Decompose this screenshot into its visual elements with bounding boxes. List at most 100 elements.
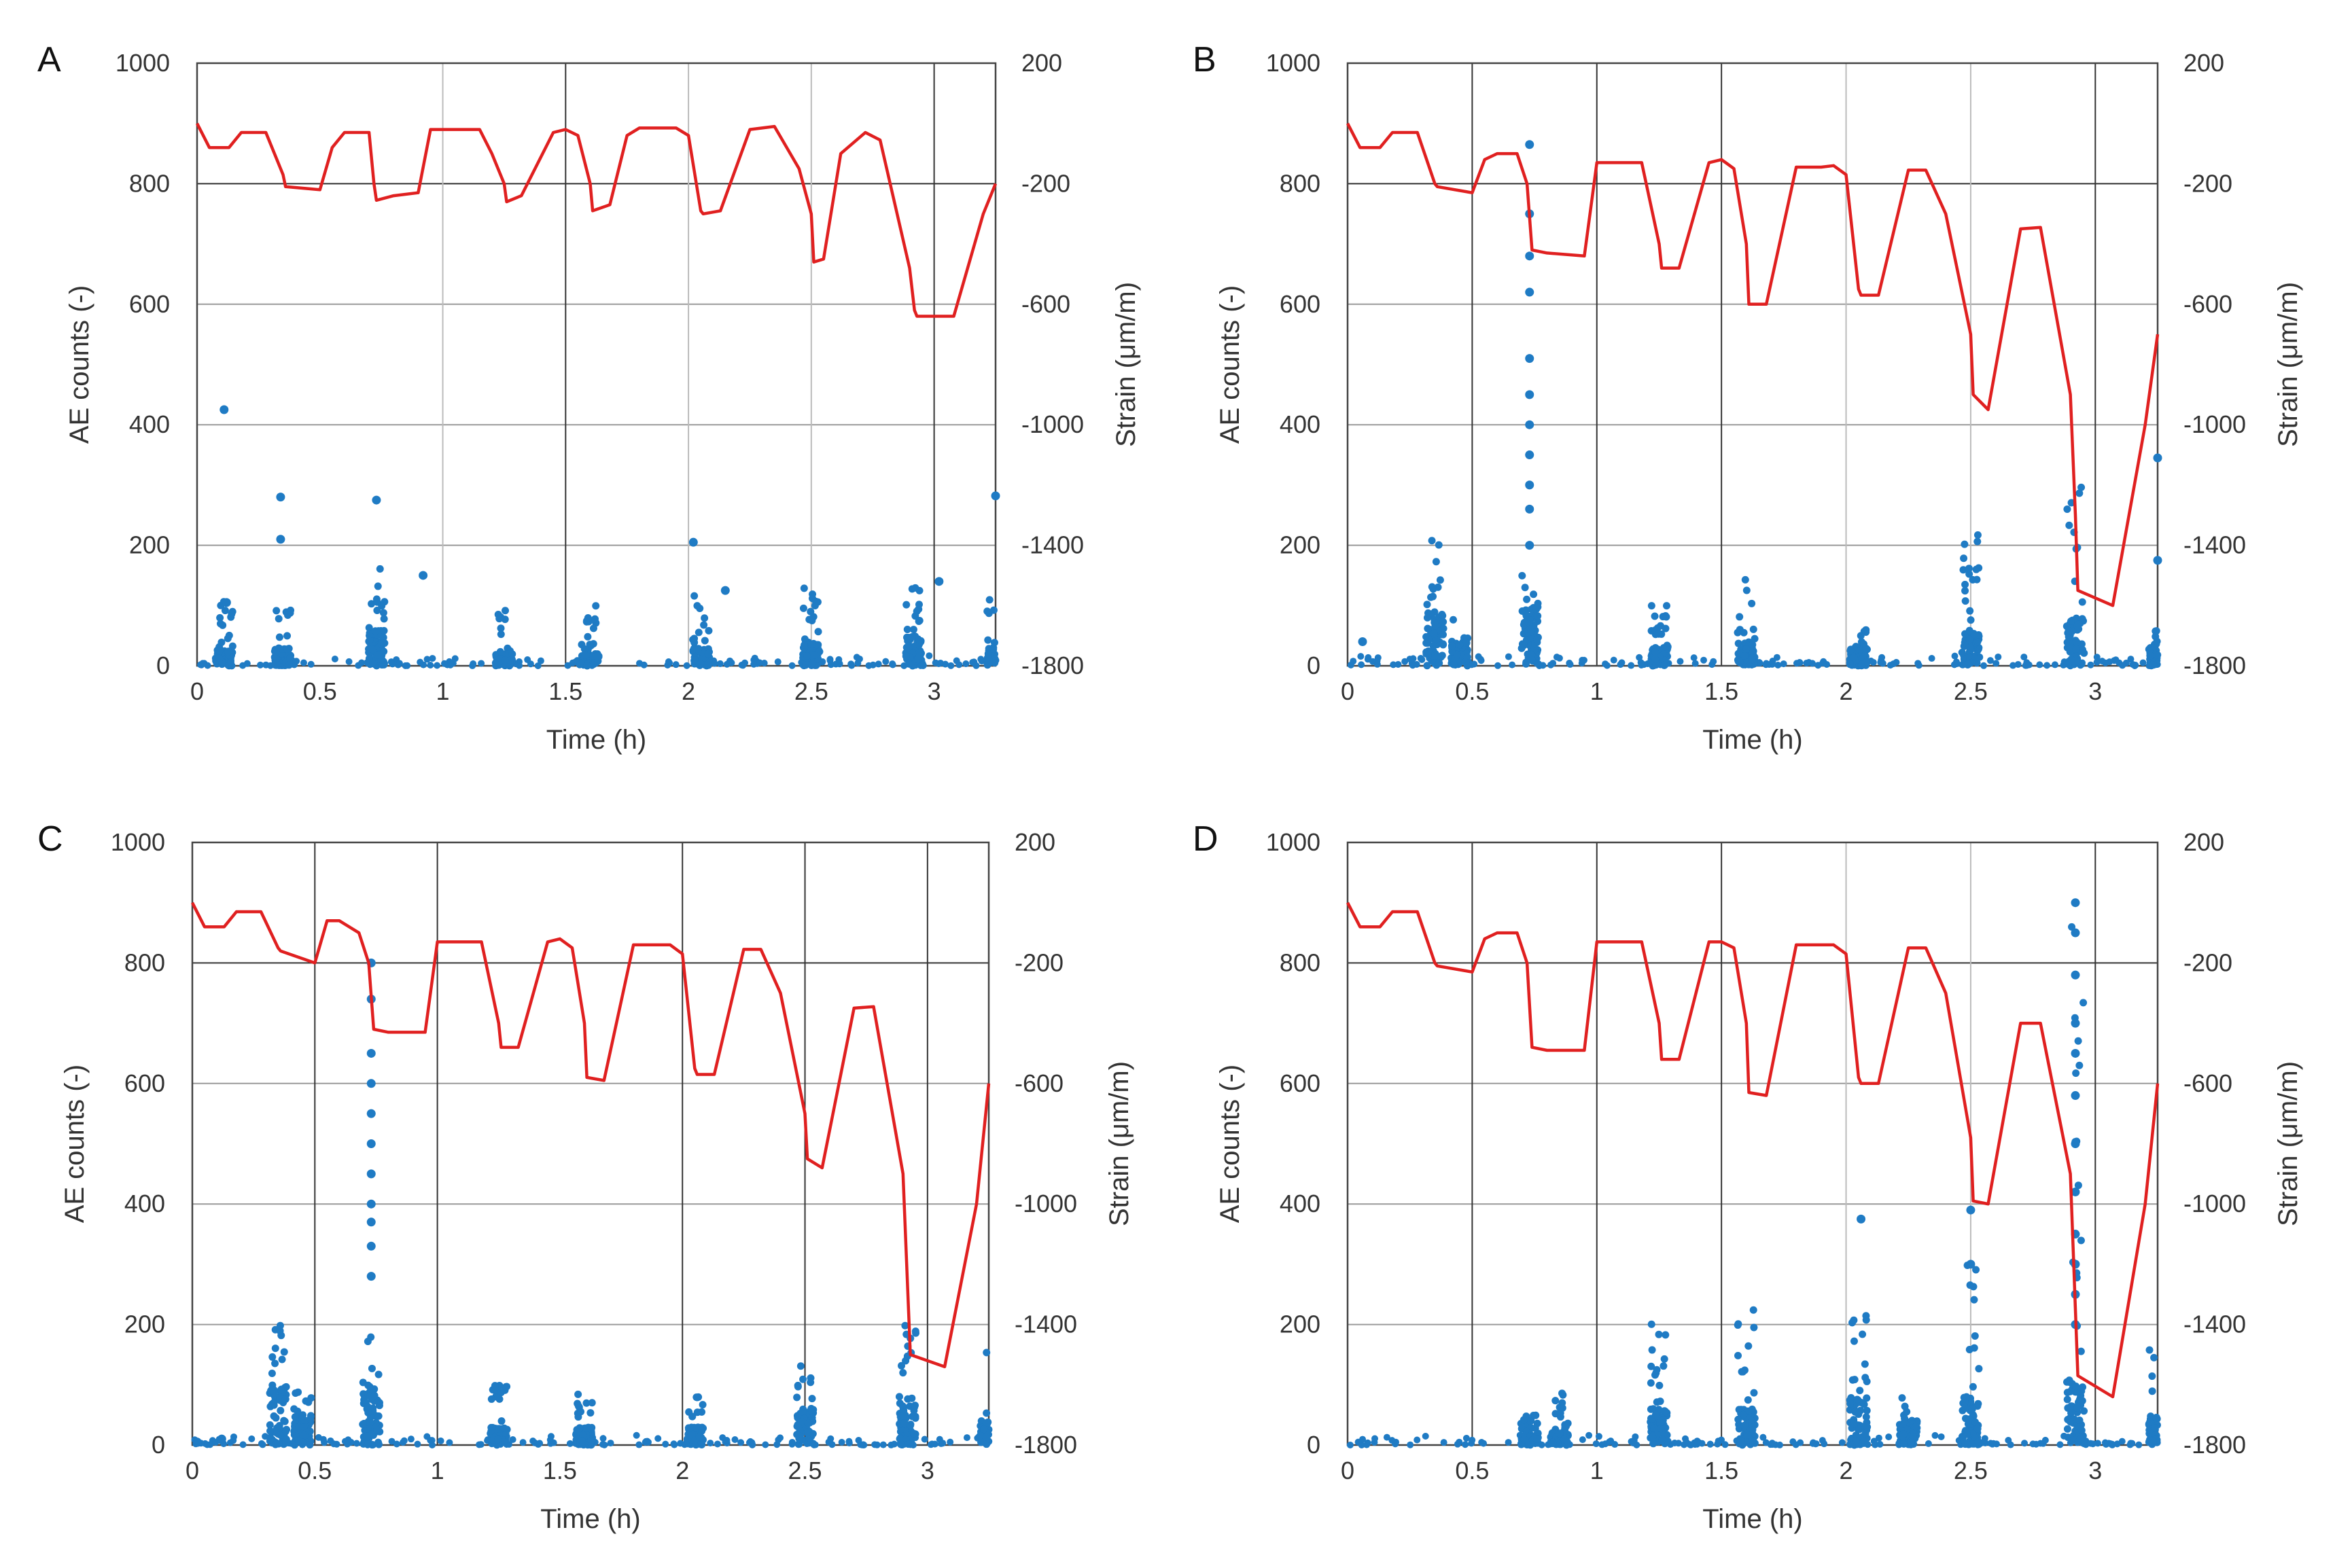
ae-point [1855,1425,1863,1433]
ae-point [1751,635,1759,643]
ae-point [814,628,822,636]
ae-point [396,660,403,667]
ae-point [2071,1018,2080,1028]
ae-point [592,602,600,610]
ae-point [693,1408,701,1416]
ae-point [307,660,315,668]
ae-point [1965,570,1973,578]
ae-point [788,1438,796,1446]
ae-point [1438,652,1446,660]
ae-point [1974,1438,1982,1446]
ae-point [1350,658,1357,665]
ae-point [1971,1418,1979,1426]
x-tick-label: 0.5 [1455,1457,1489,1484]
y-right-tick-label: -1000 [1015,1190,1077,1217]
ae-point [1595,1433,1602,1440]
ae-point [584,632,592,641]
ae-scatter [197,405,1000,670]
ae-point [1525,140,1534,149]
ae-point [1423,613,1431,622]
ae-point [2147,1412,2155,1421]
ae-point [1875,1434,1882,1442]
y-right-tick-label: 200 [1015,828,1055,856]
x-tick-label: 2.5 [794,677,828,705]
ae-point [1819,660,1827,667]
x-tick-label: 1.5 [1704,677,1738,705]
ae-point [690,592,699,600]
ae-point [1973,537,1982,546]
x-tick-label: 1 [431,1457,444,1484]
ae-point [1346,1441,1354,1448]
ae-point [947,1438,954,1446]
y-right-tick-label: 200 [2183,828,2224,856]
y-right-tick-label: -600 [2183,1069,2232,1097]
x-tick-label: 2.5 [788,1457,822,1484]
ae-point [962,660,970,667]
ae-point [683,662,690,669]
panel-A: A 0 0.5 1 1.5 2 2.5 3 0 200 400 600 800 1000 -1800 -140… [37,40,1141,755]
ae-point [908,1394,916,1402]
ae-point [1525,541,1534,550]
ae-point [2073,1404,2082,1412]
ae-point [1793,660,1800,667]
ae-point [299,1431,307,1439]
ae-point [1592,1440,1600,1448]
ae-point [942,660,949,668]
ae-point [1734,628,1742,637]
ae-point [914,656,922,664]
ae-point [1454,1440,1461,1448]
ae-point [1521,584,1529,592]
ae-point [1808,660,1816,667]
ae-point [701,614,709,622]
ae-point [2075,1416,2084,1424]
ae-point [370,1391,379,1400]
ae-point [1533,635,1541,643]
ae-point [358,659,366,666]
ae-point [478,660,485,667]
ae-point [1859,1330,1867,1338]
ae-point [672,661,680,669]
ae-point [537,657,544,664]
ae-point [259,1441,266,1448]
ae-point [983,1419,991,1427]
ae-point [640,661,648,669]
ae-point [494,1436,502,1444]
ae-point [1850,1420,1858,1428]
ae-point [690,639,699,647]
ae-point [1549,660,1557,667]
ae-point [1439,640,1447,648]
ae-point [1422,639,1430,647]
ae-point [295,1423,303,1431]
ae-point [1861,1360,1869,1368]
ae-point [216,613,224,622]
y-left-tick-label: 0 [152,1431,165,1459]
ae-point [501,616,509,624]
ae-point [1447,642,1456,650]
ae-point [407,1436,415,1443]
ae-point [2145,1346,2154,1354]
ae-point [714,1440,721,1448]
ae-point [989,606,998,614]
ae-point [633,1431,640,1439]
ae-point [983,1349,991,1357]
ae-point [1468,1440,1475,1447]
ae-point [2152,627,2160,635]
ae-point [293,658,300,665]
ae-point [1734,1320,1742,1328]
ae-point [879,1441,887,1448]
ae-point [1907,1438,1915,1446]
ae-point [299,1411,307,1419]
ae-point [1973,638,1982,646]
ae-point [1422,1432,1429,1440]
ae-point [693,602,701,610]
y-left-tick-label: 200 [124,1311,165,1338]
x-tick-label: 0 [190,677,204,705]
ae-point [2041,1436,2049,1444]
ae-point [341,1438,349,1445]
ae-point [2051,661,2058,669]
ae-point [272,1414,280,1422]
ae-point [2074,1037,2082,1045]
ae-point [502,607,510,615]
y-left-tick-label: 0 [1307,652,1320,679]
ae-point [747,1438,754,1445]
